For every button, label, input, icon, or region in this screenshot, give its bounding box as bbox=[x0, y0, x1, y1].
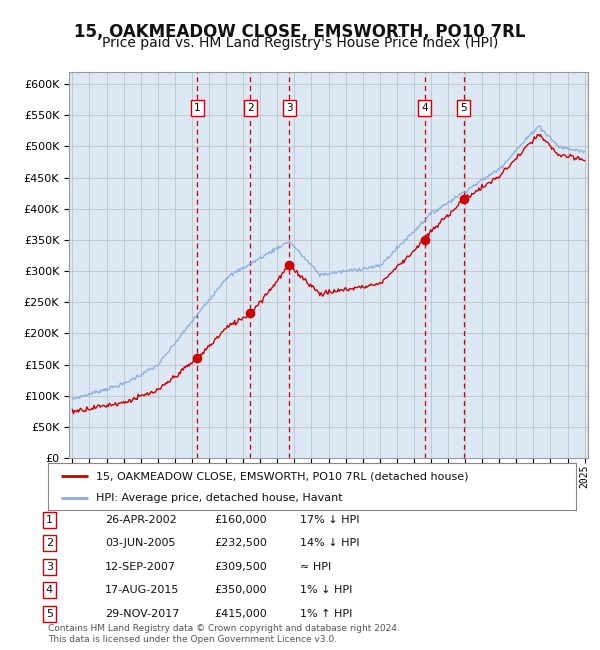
Text: £415,000: £415,000 bbox=[214, 608, 267, 619]
Text: 29-NOV-2017: 29-NOV-2017 bbox=[105, 608, 179, 619]
Text: £232,500: £232,500 bbox=[214, 538, 267, 549]
Text: 3: 3 bbox=[286, 103, 293, 113]
Text: 26-APR-2002: 26-APR-2002 bbox=[105, 515, 177, 525]
Text: 2: 2 bbox=[46, 538, 53, 549]
Text: 17-AUG-2015: 17-AUG-2015 bbox=[105, 585, 179, 595]
Text: HPI: Average price, detached house, Havant: HPI: Average price, detached house, Hava… bbox=[95, 493, 342, 502]
Text: 1% ↑ HPI: 1% ↑ HPI bbox=[300, 608, 352, 619]
Text: £160,000: £160,000 bbox=[214, 515, 267, 525]
Text: 15, OAKMEADOW CLOSE, EMSWORTH, PO10 7RL (detached house): 15, OAKMEADOW CLOSE, EMSWORTH, PO10 7RL … bbox=[95, 471, 468, 481]
Text: 12-SEP-2007: 12-SEP-2007 bbox=[105, 562, 176, 572]
Text: 1: 1 bbox=[194, 103, 200, 113]
Text: 1: 1 bbox=[46, 515, 53, 525]
Text: 15, OAKMEADOW CLOSE, EMSWORTH, PO10 7RL: 15, OAKMEADOW CLOSE, EMSWORTH, PO10 7RL bbox=[74, 23, 526, 41]
Text: 5: 5 bbox=[46, 608, 53, 619]
Text: 03-JUN-2005: 03-JUN-2005 bbox=[105, 538, 176, 549]
Text: £350,000: £350,000 bbox=[214, 585, 267, 595]
Text: £309,500: £309,500 bbox=[214, 562, 267, 572]
Text: 5: 5 bbox=[460, 103, 467, 113]
Text: 4: 4 bbox=[46, 585, 53, 595]
Text: Contains HM Land Registry data © Crown copyright and database right 2024.
This d: Contains HM Land Registry data © Crown c… bbox=[48, 624, 400, 644]
Text: 3: 3 bbox=[46, 562, 53, 572]
Text: 14% ↓ HPI: 14% ↓ HPI bbox=[300, 538, 359, 549]
Text: 2: 2 bbox=[247, 103, 254, 113]
Text: ≈ HPI: ≈ HPI bbox=[300, 562, 331, 572]
Text: 1% ↓ HPI: 1% ↓ HPI bbox=[300, 585, 352, 595]
Text: Price paid vs. HM Land Registry's House Price Index (HPI): Price paid vs. HM Land Registry's House … bbox=[102, 36, 498, 51]
Text: 17% ↓ HPI: 17% ↓ HPI bbox=[300, 515, 359, 525]
Text: 4: 4 bbox=[421, 103, 428, 113]
